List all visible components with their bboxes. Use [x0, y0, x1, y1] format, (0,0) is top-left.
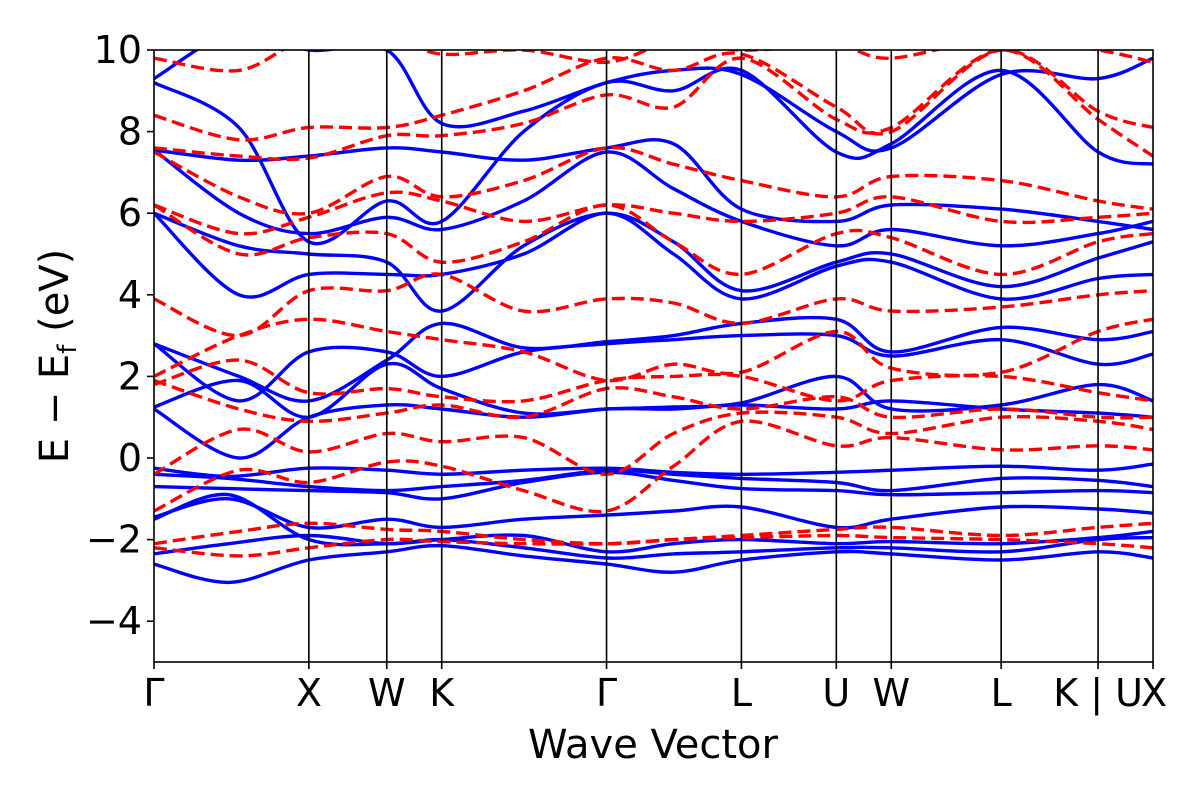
solid-band-line — [154, 462, 1153, 479]
y-tick-label: 2 — [118, 354, 142, 398]
dashed-band-line — [154, 419, 1153, 514]
solid-band-line — [154, 533, 1153, 560]
y-tick-label: 10 — [94, 28, 142, 72]
y-tick-label: 0 — [118, 436, 142, 480]
x-tick-label: L — [991, 671, 1012, 715]
dashed-band-line — [154, 50, 1153, 142]
dashed-band-line — [154, 203, 1153, 277]
x-tick-label: X — [296, 671, 322, 715]
x-tick-label: Γ — [596, 671, 617, 715]
x-tick-label: L — [731, 671, 752, 715]
solid-band-line — [154, 211, 1153, 313]
y-axis-label-main: E − E — [32, 354, 78, 464]
x-tick-label: W — [872, 671, 910, 715]
y-tick-label: 6 — [118, 191, 142, 235]
solid-band-line — [154, 470, 1153, 501]
x-tick-label: Γ — [143, 671, 164, 715]
x-tick-label: X — [1141, 671, 1167, 715]
dashed-band-line — [154, 50, 1153, 73]
x-tick-label: K | U — [1053, 671, 1143, 716]
dashed-band-line — [154, 358, 1153, 404]
y-axis-label-unit: (eV) — [32, 249, 78, 345]
solid-band-line — [154, 361, 1153, 419]
kpoint-lines — [308, 50, 1099, 662]
dashed-band-line — [154, 521, 1153, 546]
dashed-band-line — [154, 190, 1153, 236]
solid-band-line — [154, 497, 1153, 530]
y-axis-label: E − Ef (eV) — [32, 249, 83, 464]
solid-band-line — [154, 66, 1153, 246]
solid-band-line — [154, 543, 1153, 585]
dashed-band-line — [154, 410, 1153, 477]
dashed-band-line — [154, 533, 1153, 558]
solid-band-line — [154, 148, 1153, 248]
dashed-band-line — [154, 145, 1153, 216]
plot-frame — [153, 49, 1154, 663]
y-axis-label-sub: f — [53, 344, 83, 354]
dashed-band-line — [154, 317, 1153, 383]
solid-band-line — [154, 315, 1153, 403]
x-tick-label: W — [368, 671, 406, 715]
dashed-band-line — [154, 50, 1153, 162]
dashed-band-line — [154, 272, 1153, 338]
dashed-band-line — [154, 378, 1153, 424]
x-axis-label: Wave Vector — [528, 722, 779, 768]
x-tick-label: U — [822, 671, 850, 715]
x-tick-label: K — [429, 671, 455, 715]
y-tick-label: 8 — [118, 110, 142, 154]
y-ticks: −4 −2 0 2 4 6 8 10 — [86, 28, 154, 643]
y-tick-label: −4 — [86, 599, 142, 643]
y-tick-label: −2 — [86, 518, 142, 562]
y-tick-label: 4 — [118, 273, 142, 317]
